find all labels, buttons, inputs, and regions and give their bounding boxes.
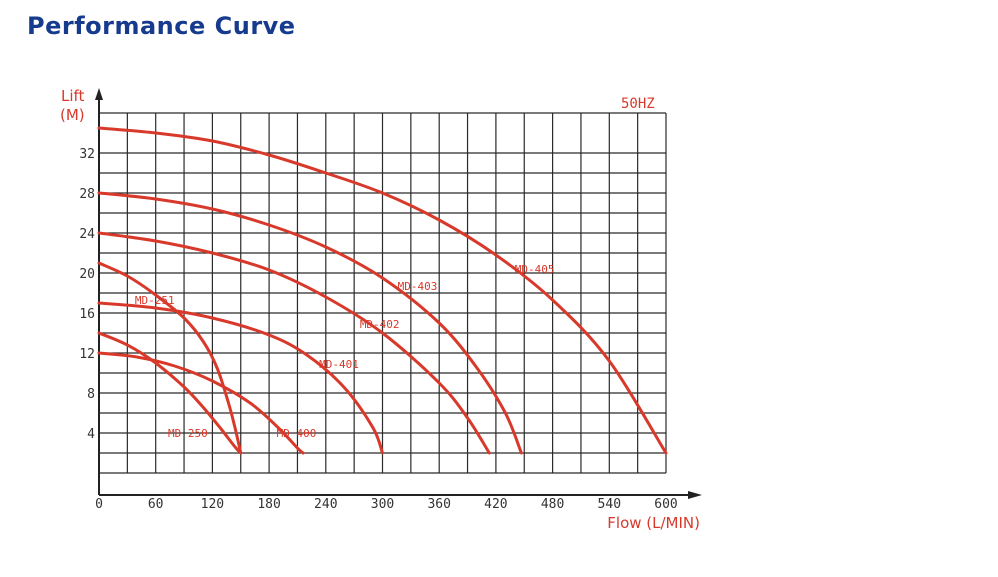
curve-md-402 — [97, 231, 491, 455]
curve-md-401 — [97, 301, 384, 455]
y-tick-label: 24 — [79, 227, 95, 242]
x-tick-label: 360 — [427, 497, 450, 512]
curve-label-md-403: MD-403 — [398, 280, 438, 293]
curves — [97, 126, 668, 455]
y-tick-label: 28 — [79, 187, 95, 202]
x-tick-label: 180 — [257, 497, 280, 512]
x-tick-label: 240 — [314, 497, 337, 512]
y-axis-label: Lift — [61, 87, 85, 105]
grid — [98, 112, 667, 474]
y-axis-unit: (M) — [60, 106, 85, 124]
x-tick-label: 0 — [95, 497, 103, 512]
x-axis-label: Flow (L/MIN) — [607, 514, 700, 532]
y-tick-label: 12 — [79, 347, 95, 362]
x-tick-label: 60 — [148, 497, 164, 512]
x-tick-label: 480 — [541, 497, 564, 512]
y-axis-arrow — [95, 88, 103, 100]
y-tick-label: 4 — [87, 427, 95, 442]
x-tick-label: 540 — [598, 497, 621, 512]
curve-label-md-251: MD-251 — [135, 294, 175, 307]
curve-label-md-250: MD 250 — [168, 427, 208, 440]
curve-md-400 — [97, 351, 305, 455]
curve-md-403 — [97, 191, 523, 455]
curve-label-md-400: MD 400 — [277, 427, 317, 440]
frequency-label: 50HZ — [621, 96, 655, 112]
y-tick-label: 20 — [79, 267, 95, 282]
x-tick-label: 300 — [371, 497, 394, 512]
curve-md-405 — [97, 126, 668, 455]
page-title: Performance Curve — [27, 12, 296, 40]
y-tick-label: 32 — [79, 147, 95, 162]
curve-label-md-402: MD-402 — [360, 318, 400, 331]
x-axis-arrow — [688, 491, 702, 499]
y-tick-label: 16 — [79, 307, 95, 322]
curve-md-250 — [97, 331, 243, 455]
curve-label-md-405: MD-405 — [515, 263, 555, 276]
x-tick-label: 120 — [201, 497, 224, 512]
x-tick-label: 420 — [484, 497, 507, 512]
axes — [95, 88, 702, 499]
curve-label-md-401: MD-401 — [319, 358, 359, 371]
tick-labels: 0 60 120 180 240 300 360 420 480 540 600 4 8 12 16 20 24… — [79, 147, 677, 512]
curve-labels: MD-405 MD-403 MD-402 MD-401 MD 400 MD-251 MD 2… — [135, 263, 555, 440]
y-tick-label: 8 — [87, 387, 95, 402]
curve-md-251 — [97, 261, 243, 455]
x-tick-label: 600 — [654, 497, 677, 512]
